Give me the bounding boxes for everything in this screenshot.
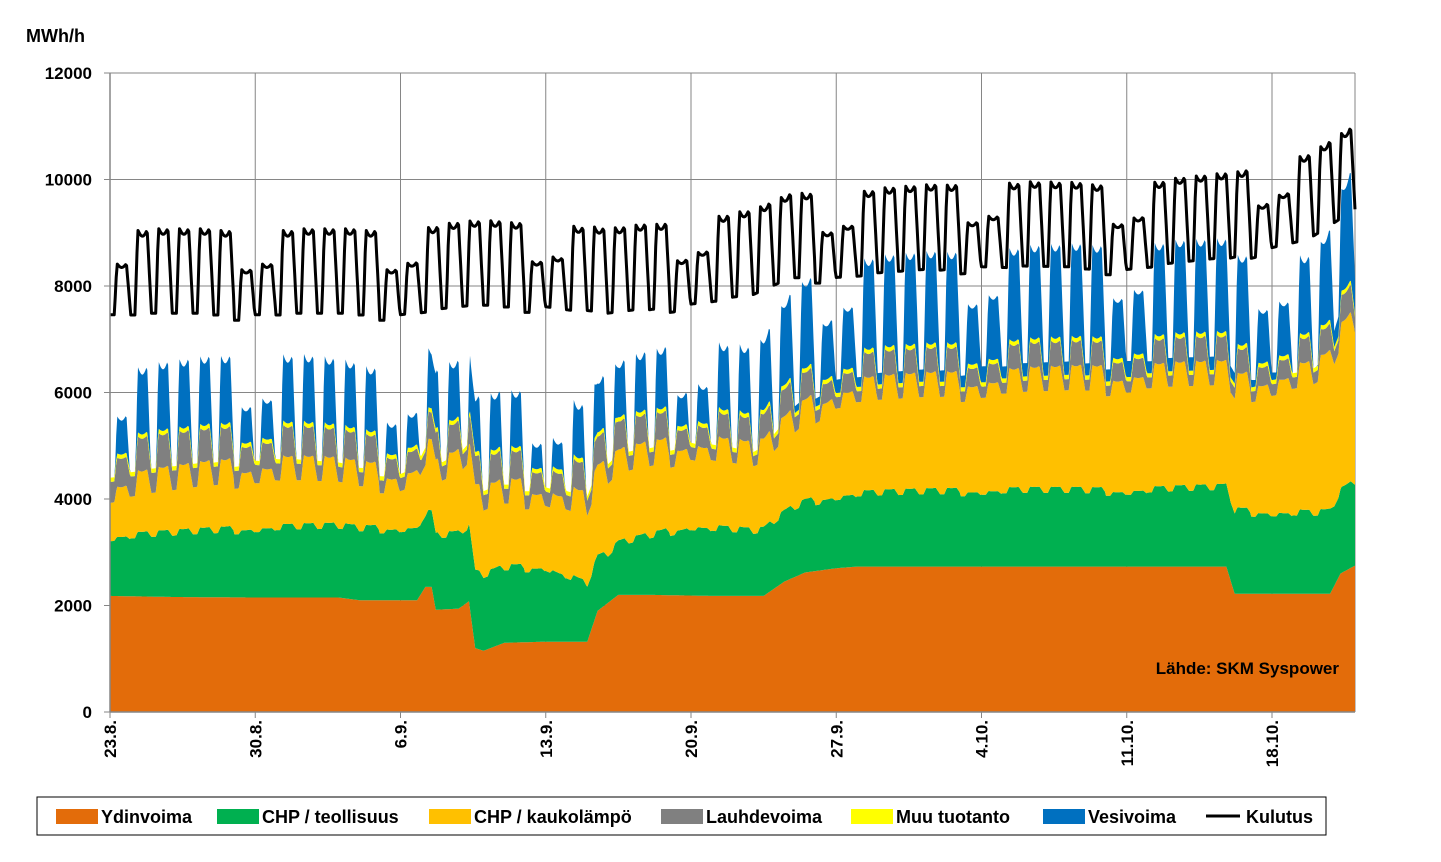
x-tick-label: 4.10. <box>973 720 992 758</box>
legend-swatch-5 <box>1043 809 1085 824</box>
series-line-0 <box>109 127 1357 322</box>
y-tick-label: 12000 <box>45 64 92 83</box>
x-tick-label: 23.8. <box>101 720 120 758</box>
y-tick-label: 10000 <box>45 171 92 190</box>
legend-label: Vesivoima <box>1088 807 1177 827</box>
y-tick-label: 6000 <box>54 384 92 403</box>
legend-swatch-2 <box>429 809 471 824</box>
legend-label: CHP / teollisuus <box>262 807 399 827</box>
x-tick-label: 6.9. <box>392 720 411 748</box>
x-tick-label: 20.9. <box>682 720 701 758</box>
y-axis-unit-label: MWh/h <box>26 26 85 46</box>
legend-label: Kulutus <box>1246 807 1313 827</box>
legend-swatch-0 <box>56 809 98 824</box>
legend-label: CHP / kaukolämpö <box>474 807 632 827</box>
x-tick-label: 13.9. <box>537 720 556 758</box>
series-lines <box>109 127 1357 322</box>
series-area-2 <box>110 312 1355 587</box>
x-tick-label: 11.10. <box>1118 720 1137 766</box>
legend-swatch-1 <box>217 809 259 824</box>
source-note: Lähde: SKM Syspower <box>1156 659 1340 678</box>
y-ticks: 0 2000 4000 6000 8000 10000 12000 <box>45 64 110 722</box>
series-area-0 <box>110 565 1355 712</box>
legend-swatch-4 <box>851 809 893 824</box>
y-tick-label: 8000 <box>54 277 92 296</box>
y-tick-label: 4000 <box>54 490 92 509</box>
legend-swatch-3 <box>661 809 703 824</box>
series-areas <box>110 173 1355 712</box>
x-ticks: 23.8. 30.8. 6.9. 13.9. 20.9. 27.9. 4.10. 11.10.… <box>101 712 1282 767</box>
y-tick-label: 2000 <box>54 597 92 616</box>
x-tick-label: 27.9. <box>827 720 846 758</box>
legend: Ydinvoima CHP / teollisuus CHP / kaukolämp… <box>36 796 1327 836</box>
legend-label: Lauhdevoima <box>706 807 823 827</box>
y-tick-label: 0 <box>83 703 92 722</box>
x-tick-label: 30.8. <box>246 720 265 758</box>
x-tick-label: 18.10. <box>1263 720 1282 767</box>
series-area-1 <box>110 481 1355 651</box>
legend-label: Ydinvoima <box>101 807 193 827</box>
legend-label: Muu tuotanto <box>896 807 1010 827</box>
